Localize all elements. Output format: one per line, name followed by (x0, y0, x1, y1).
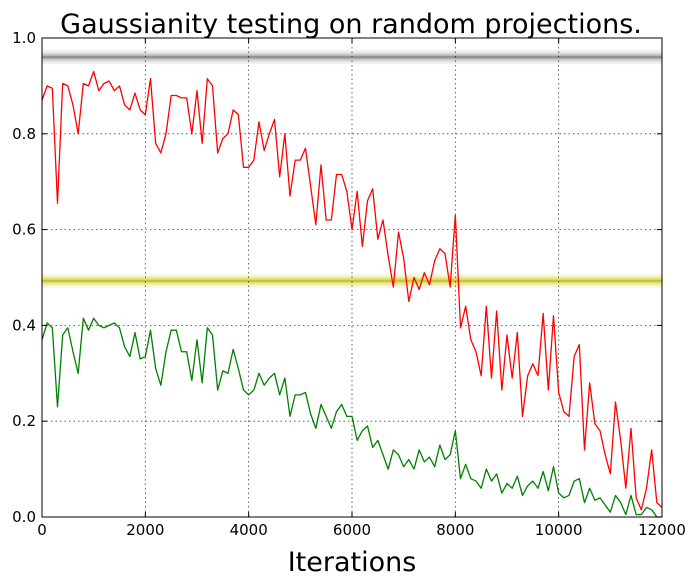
x-tick-label: 4000 (230, 521, 268, 539)
x-tick-label: 2000 (126, 521, 164, 539)
series-line-0 (41, 70, 663, 511)
x-tick-label: 10000 (535, 521, 583, 539)
y-tick-label: 0.2 (12, 412, 36, 430)
y-tick-label: 0.4 (12, 316, 36, 334)
y-tick-label: 0.0 (12, 508, 36, 526)
x-tick-label: 8000 (436, 521, 474, 539)
x-axis-ticks: 0 2000 4000 6000 8000 10000 12000 (37, 38, 686, 539)
x-tick-label: 0 (37, 521, 47, 539)
y-tick-label: 0.8 (12, 125, 36, 143)
y-tick-label: 0.6 (12, 221, 36, 239)
y-axis-ticks: 0.0 0.2 0.4 0.6 0.8 1.0 (12, 29, 662, 526)
grid (42, 38, 662, 517)
y-tick-label: 1.0 (12, 29, 36, 47)
chart-title: Gaussianity testing on random projection… (60, 9, 642, 40)
series-line-1 (41, 317, 662, 518)
x-axis-label: Iterations (288, 547, 417, 578)
x-tick-label: 6000 (333, 521, 371, 539)
x-tick-label: 12000 (638, 521, 686, 539)
series-lines (41, 70, 663, 518)
